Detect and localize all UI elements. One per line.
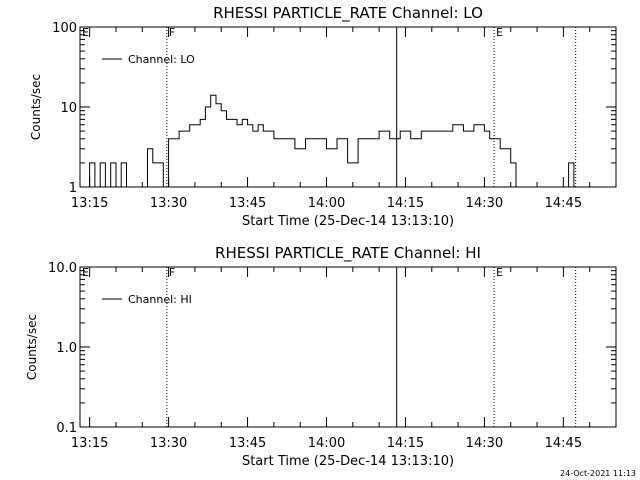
event-marker-label: E — [496, 266, 503, 279]
x-tick-label: 14:00 — [308, 196, 345, 211]
event-marker-label: E — [82, 266, 89, 279]
chart-panel-2: RHESSI PARTICLE_RATE Channel: HI 0.1 1.0 10… — [25, 244, 617, 469]
x-tick-label: 13:45 — [229, 196, 266, 211]
event-marker-label: F — [169, 266, 175, 279]
legend-label: Channel: HI — [128, 293, 192, 306]
x-tick-label: 14:45 — [545, 436, 582, 451]
chart-title: RHESSI PARTICLE_RATE Channel: LO — [213, 4, 483, 23]
event-marker-label: E — [82, 26, 89, 39]
x-tick-label: 13:15 — [71, 196, 108, 211]
x-tick-label: 14:15 — [387, 196, 424, 211]
x-tick-label: 13:45 — [229, 436, 266, 451]
x-axis-label: Start Time (25-Dec-14 13:13:10) — [242, 454, 454, 469]
chart-panel-1: RHESSI PARTICLE_RATE Channel: LO 1 10 100 13… — [29, 4, 617, 229]
y-axis-label: Counts/sec — [25, 314, 39, 380]
timestamp-stamp: 24-Oct-2021 11:13 — [560, 469, 636, 478]
x-tick-label: 14:15 — [387, 436, 424, 451]
x-tick-label: 14:30 — [466, 436, 503, 451]
x-axis-label: Start Time (25-Dec-14 13:13:10) — [242, 214, 454, 229]
x-tick-label: 14:45 — [545, 196, 582, 211]
plot-frame — [79, 266, 617, 428]
y-tick-label: 1 — [69, 181, 77, 196]
y-tick-label: 0.1 — [56, 421, 77, 436]
event-marker-label: F — [169, 26, 175, 39]
x-tick-label: 13:30 — [150, 436, 187, 451]
y-axis-label: Counts/sec — [29, 74, 43, 140]
x-tick-label: 13:15 — [71, 436, 108, 451]
y-tick-label: 10 — [60, 101, 77, 116]
legend-label: Channel: LO — [128, 53, 195, 66]
event-marker-label: E — [496, 26, 503, 39]
chart-title: RHESSI PARTICLE_RATE Channel: HI — [215, 244, 481, 263]
series-line — [84, 94, 580, 188]
y-tick-label: 10.0 — [48, 261, 77, 276]
x-tick-label: 14:00 — [308, 436, 345, 451]
x-tick-label: 13:30 — [150, 196, 187, 211]
x-tick-label: 14:30 — [466, 196, 503, 211]
y-tick-label: 100 — [52, 21, 77, 36]
y-tick-label: 1.0 — [56, 341, 77, 356]
